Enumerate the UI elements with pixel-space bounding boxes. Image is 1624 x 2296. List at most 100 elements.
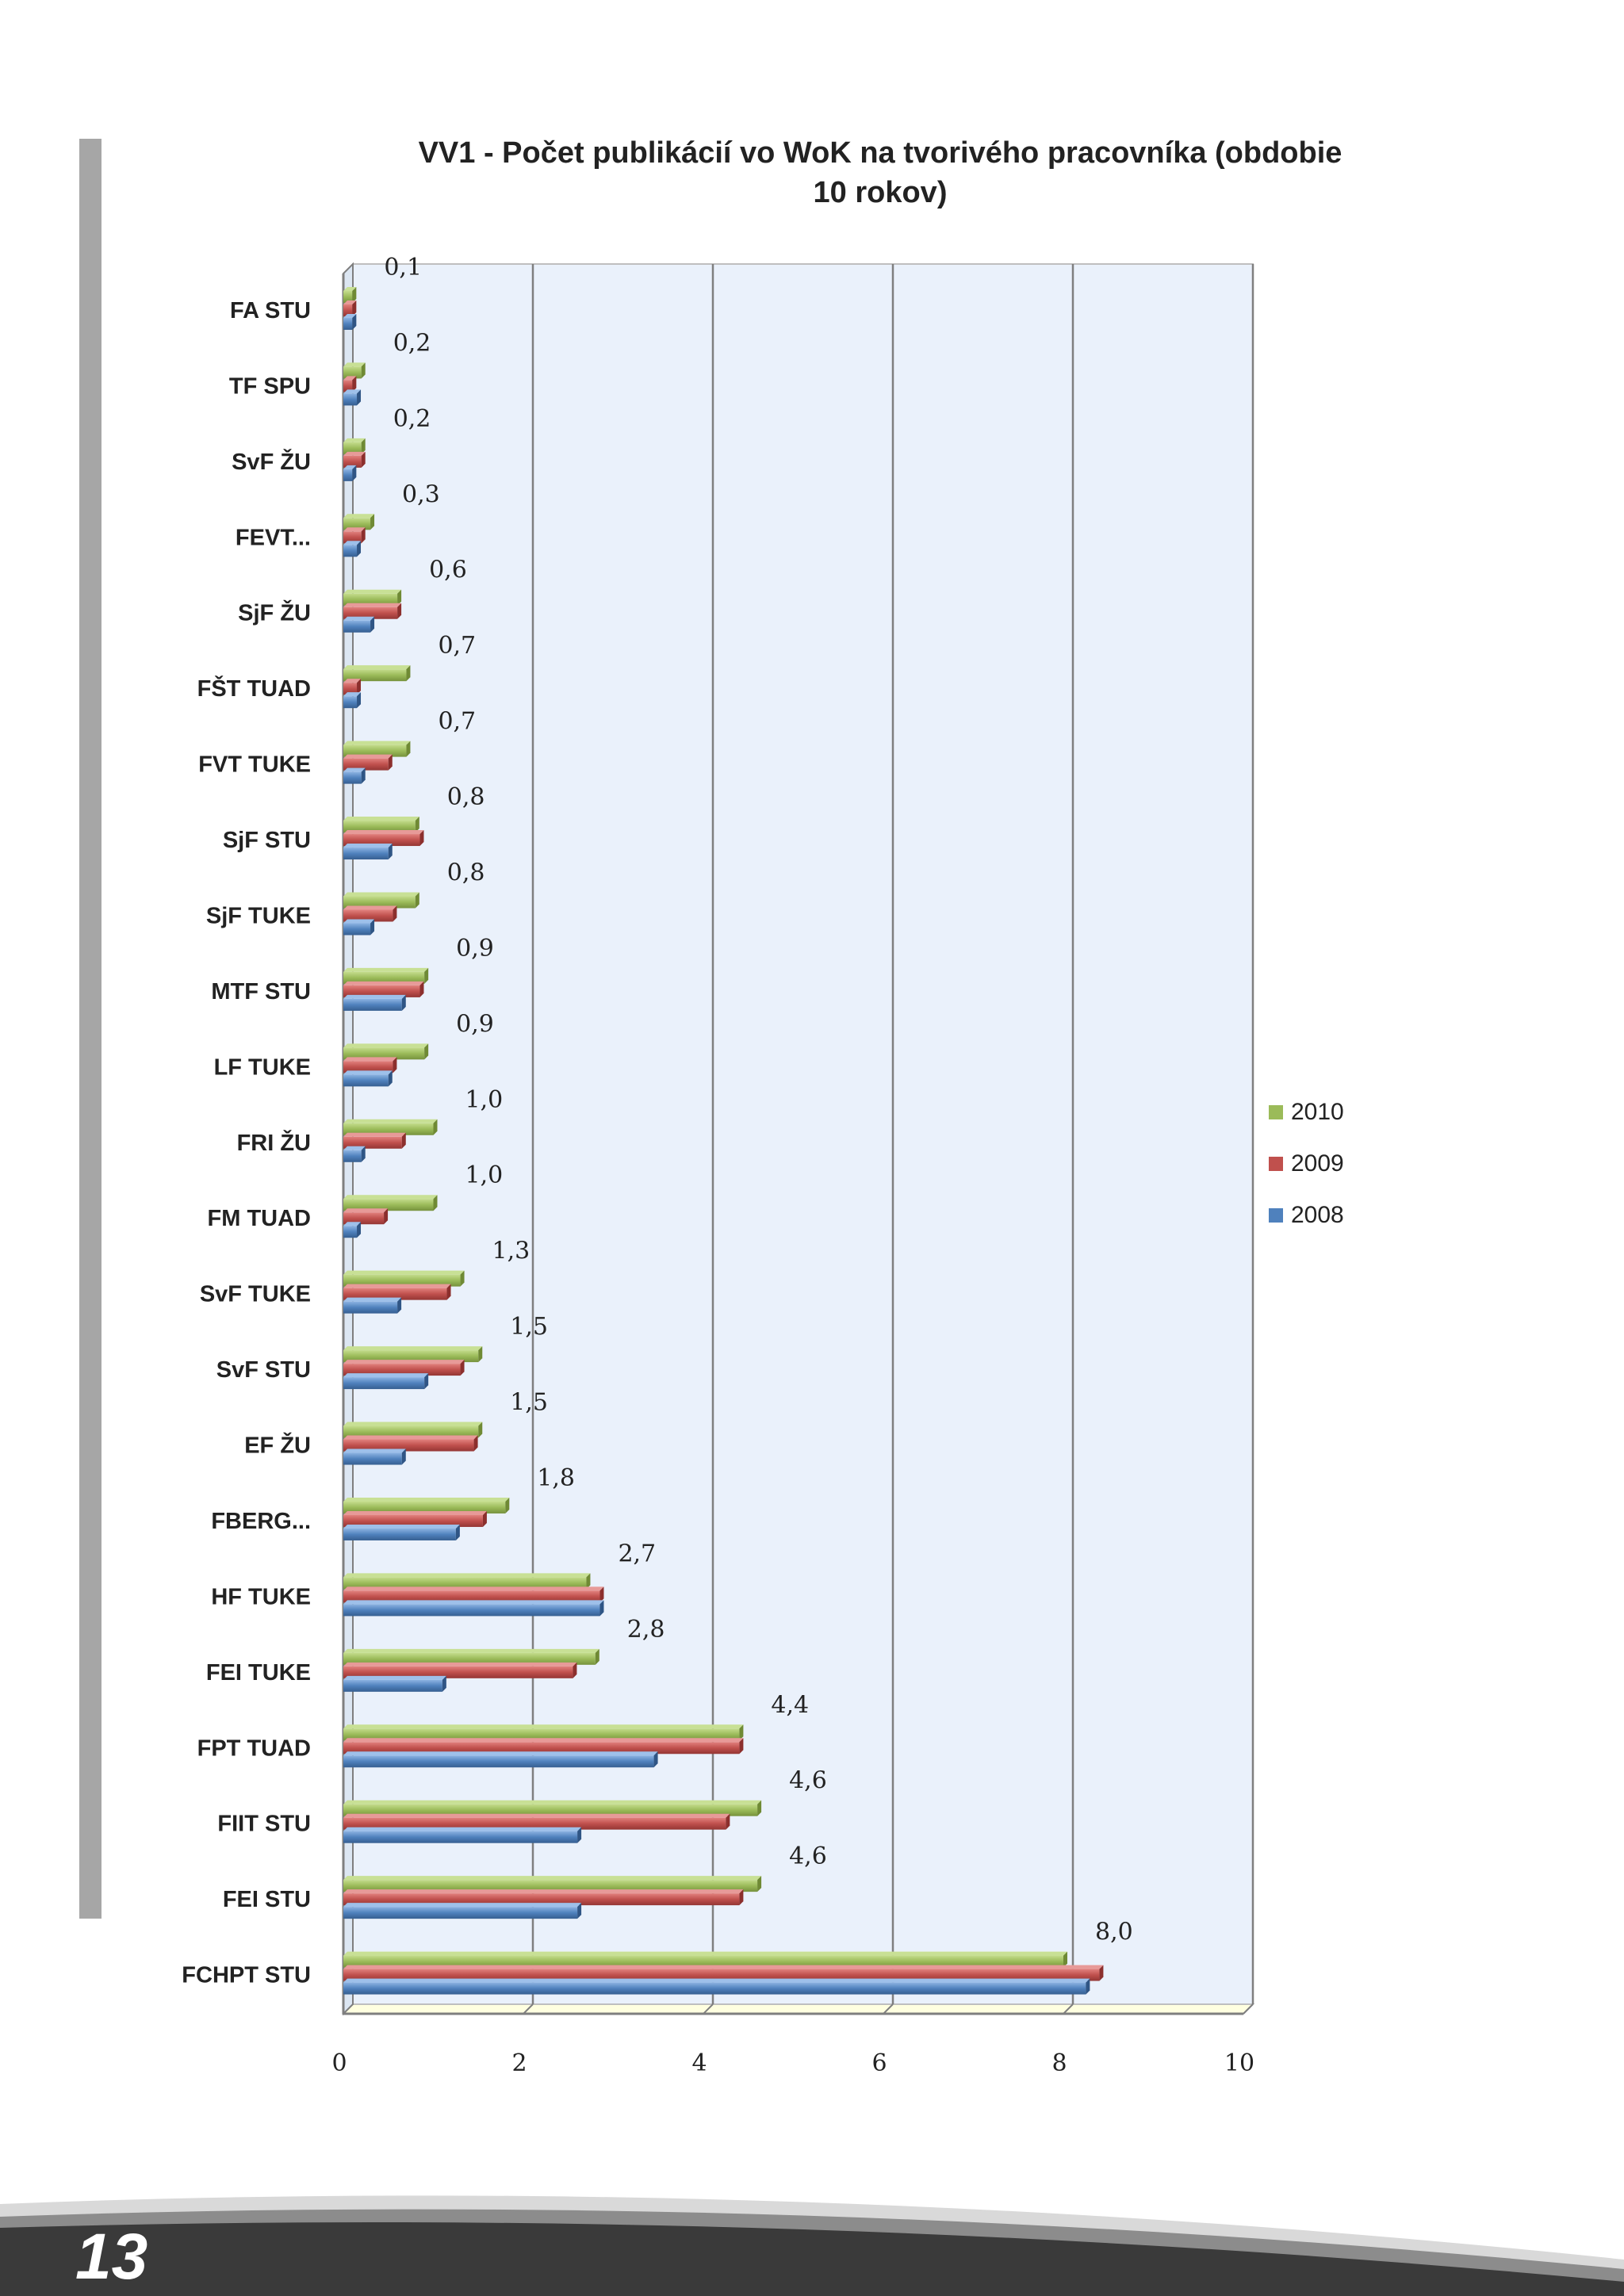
bar-top-2009 — [343, 527, 366, 532]
bar-top-2009 — [343, 1435, 478, 1440]
bar-2010 — [343, 971, 425, 984]
bar-2008 — [343, 998, 402, 1011]
bar-end-2010 — [739, 1724, 744, 1741]
bar-2008 — [343, 848, 389, 860]
bar-2010 — [343, 1880, 758, 1892]
bar-top-2010 — [343, 1195, 438, 1200]
bar-top-2010 — [343, 1346, 483, 1351]
gridline-foot — [703, 2003, 714, 2015]
gridline-foot — [523, 2003, 534, 2015]
bar-end-2009 — [1099, 1965, 1104, 1981]
bar-2010 — [343, 518, 371, 530]
bar-end-2010 — [352, 287, 357, 303]
bar-end-2010 — [361, 362, 366, 379]
bar-2009 — [343, 1288, 447, 1300]
bar-top-2009 — [343, 1284, 451, 1288]
category-label: FRI ŽU — [237, 1129, 311, 1156]
category-label: SvF ŽU — [232, 448, 311, 475]
bar-top-2009 — [343, 1965, 1104, 1969]
category-label: EF ŽU — [244, 1432, 311, 1459]
bar-2009 — [343, 1514, 483, 1527]
bar-end-2009 — [573, 1662, 577, 1678]
bar-top-2008 — [343, 541, 362, 545]
category-label: FBERG... — [211, 1509, 311, 1534]
bar-2009 — [343, 1742, 740, 1755]
bar-2008 — [343, 771, 362, 784]
bar-end-2010 — [370, 514, 375, 530]
bar-top-2008 — [343, 1373, 429, 1378]
bar-end-2009 — [361, 527, 366, 544]
bar-top-2010 — [343, 438, 366, 442]
category-label: HF TUKE — [211, 1584, 311, 1609]
bar-end-2008 — [357, 692, 362, 709]
bar-top-2008 — [343, 314, 357, 318]
bar-2009 — [343, 683, 358, 695]
bar-end-2008 — [388, 1070, 393, 1087]
bar-2010 — [343, 1652, 596, 1665]
bar-top-2010 — [343, 1422, 483, 1426]
bar-top-2008 — [343, 616, 375, 621]
bar-end-2009 — [419, 981, 424, 997]
bar-2008 — [343, 1528, 456, 1540]
bar-end-2008 — [1086, 1978, 1090, 1995]
bar-end-2009 — [388, 754, 393, 771]
data-label: 2,8 — [627, 1616, 665, 1644]
bar-top-2008 — [343, 1675, 446, 1680]
bar-2008 — [343, 620, 371, 633]
bar-2009 — [343, 531, 362, 544]
bar-end-2010 — [415, 817, 419, 833]
bar-2008 — [343, 1452, 402, 1465]
data-label: 0,7 — [438, 708, 476, 736]
bar-end-2010 — [415, 892, 419, 909]
bar-top-2009 — [343, 300, 357, 304]
bar-2010 — [343, 1804, 758, 1816]
bar-end-2009 — [460, 1360, 465, 1376]
bar-end-2010 — [361, 438, 366, 454]
bar-2010 — [343, 1501, 506, 1513]
bar-2009 — [343, 1212, 385, 1225]
data-label: 0,2 — [393, 329, 431, 357]
plot-area — [341, 262, 1255, 2016]
bar-2009 — [343, 1893, 740, 1906]
bar-top-2009 — [343, 1132, 406, 1137]
page-side-bar — [79, 139, 102, 1919]
bar-top-2010 — [343, 514, 375, 519]
bar-2008 — [343, 923, 371, 936]
category-label: FEVT... — [236, 525, 311, 550]
bar-end-2010 — [505, 1497, 510, 1513]
bar-end-2009 — [352, 376, 357, 392]
chart-title: VV1 - Počet publikácií vo WoK na tvorivé… — [418, 136, 1342, 209]
data-label: 1,5 — [510, 1313, 548, 1341]
data-label: 0,9 — [456, 935, 494, 962]
bar-2008 — [343, 1755, 654, 1768]
legend-label-2010: 2010 — [1291, 1098, 1344, 1125]
bar-2010 — [343, 896, 416, 909]
bar-top-2009 — [343, 905, 397, 910]
bar-end-2010 — [757, 1800, 762, 1816]
x-tick-label: 8 — [1051, 2049, 1067, 2077]
bar-end-2008 — [352, 465, 357, 481]
bar-top-2009 — [343, 679, 362, 683]
bar-end-2010 — [406, 740, 411, 757]
bar-end-2010 — [595, 1648, 599, 1665]
bar-end-2010 — [406, 665, 411, 682]
bar-end-2008 — [397, 1297, 402, 1314]
category-label: FA STU — [230, 298, 311, 323]
bar-2008 — [343, 1604, 600, 1617]
bar-top-2008 — [343, 1070, 393, 1075]
legend-swatch-2010 — [1269, 1104, 1283, 1119]
bar-top-2010 — [343, 287, 357, 291]
bar-top-2008 — [343, 1448, 406, 1453]
bar-2010 — [343, 1199, 434, 1211]
bar-top-2010 — [343, 665, 411, 670]
data-label: 0,1 — [384, 254, 422, 281]
bar-top-2009 — [343, 451, 366, 456]
category-label: FEI TUKE — [206, 1660, 311, 1686]
category-label: FM TUAD — [208, 1206, 311, 1231]
plot-floor — [341, 2003, 1255, 2015]
x-tick-label: 2 — [511, 2049, 527, 2077]
data-label: 1,0 — [465, 1161, 504, 1189]
bar-2009 — [343, 1969, 1100, 1981]
bar-2010 — [343, 366, 362, 379]
bar-end-2009 — [739, 1889, 744, 1906]
